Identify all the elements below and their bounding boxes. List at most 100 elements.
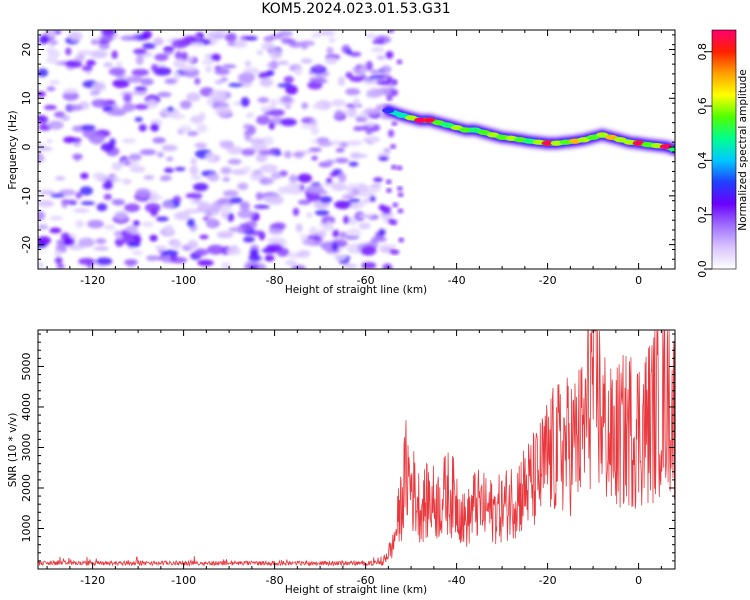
noise-blob bbox=[179, 65, 197, 71]
noise-blob bbox=[388, 84, 397, 89]
noise-blob bbox=[317, 30, 336, 36]
noise-blob bbox=[78, 237, 95, 248]
noise-blob bbox=[268, 121, 275, 130]
noise-blob bbox=[330, 100, 347, 107]
noise-blob bbox=[244, 131, 252, 142]
noise-blob bbox=[325, 221, 333, 230]
noise-blob bbox=[152, 137, 166, 144]
noise-blob bbox=[311, 155, 318, 161]
noise-blob bbox=[348, 198, 361, 203]
noise-blob bbox=[145, 255, 160, 262]
noise-blob bbox=[245, 35, 258, 41]
noise-blob bbox=[185, 92, 201, 102]
noise-blob bbox=[357, 213, 374, 219]
noise-blob bbox=[382, 263, 393, 269]
noise-blob bbox=[128, 153, 142, 161]
noise-blob bbox=[361, 261, 377, 269]
noise-blob bbox=[372, 39, 385, 45]
noise-blob bbox=[207, 244, 225, 255]
noise-blob bbox=[255, 153, 268, 163]
noise-blob bbox=[281, 95, 293, 103]
spectrogram-x-tick-label: -40 bbox=[448, 274, 466, 287]
noise-blob bbox=[170, 113, 186, 120]
noise-blob bbox=[346, 228, 362, 238]
noise-blob bbox=[334, 200, 352, 210]
noise-blob bbox=[334, 157, 349, 164]
noise-blob bbox=[259, 177, 274, 185]
noise-blob bbox=[220, 77, 228, 82]
noise-blob bbox=[220, 203, 232, 214]
noise-blob bbox=[44, 105, 57, 110]
signal-point bbox=[550, 140, 563, 146]
noise-blob bbox=[131, 249, 143, 256]
noise-blob bbox=[135, 55, 144, 66]
noise-blob bbox=[139, 149, 157, 156]
noise-blob bbox=[48, 40, 59, 45]
noise-blob bbox=[187, 239, 199, 250]
noise-blob bbox=[360, 63, 368, 74]
spectrogram-x-tick-label: -20 bbox=[539, 274, 557, 287]
noise-blob bbox=[294, 67, 303, 76]
signal-point bbox=[605, 134, 618, 140]
signal-point bbox=[496, 134, 509, 140]
noise-blob bbox=[358, 222, 371, 230]
noise-blob bbox=[38, 199, 55, 208]
noise-blob bbox=[60, 115, 70, 121]
noise-blob bbox=[193, 182, 209, 192]
noise-blob bbox=[325, 159, 335, 165]
noise-blob bbox=[54, 249, 62, 257]
noise-blob bbox=[391, 220, 398, 226]
noise-blob bbox=[104, 224, 116, 231]
noise-blob bbox=[56, 263, 65, 269]
noise-blob bbox=[355, 117, 368, 123]
signal-point bbox=[641, 142, 654, 148]
noise-blob bbox=[153, 37, 164, 46]
noise-blob bbox=[271, 171, 282, 180]
noise-blob bbox=[256, 97, 270, 103]
noise-blob bbox=[309, 226, 318, 236]
noise-blob bbox=[91, 98, 109, 108]
colorbar-tick-label: 0.6 bbox=[696, 97, 709, 115]
spectrogram-x-tick-label: -120 bbox=[80, 274, 105, 287]
noise-blob bbox=[124, 203, 140, 213]
signal-track bbox=[380, 102, 675, 158]
noise-blob bbox=[207, 173, 220, 182]
noise-blob bbox=[329, 172, 338, 177]
noise-blob bbox=[234, 38, 248, 49]
noise-blob bbox=[227, 212, 235, 222]
colorbar-tick-label: 0.8 bbox=[696, 43, 709, 61]
noise-blob bbox=[363, 108, 380, 116]
noise-blob bbox=[259, 77, 273, 88]
noise-blob bbox=[353, 98, 360, 108]
noise-blob bbox=[103, 62, 113, 68]
noise-blob bbox=[308, 147, 322, 153]
noise-blob bbox=[111, 198, 125, 206]
noise-blob bbox=[239, 201, 251, 211]
noise-blob bbox=[50, 193, 65, 198]
spectrogram-frame bbox=[37, 29, 676, 270]
noise-blob bbox=[63, 88, 78, 94]
spectrogram-y-axis-label: Frequency (Hz) bbox=[7, 110, 19, 189]
noise-blob bbox=[38, 262, 45, 268]
noise-blob bbox=[283, 150, 292, 159]
colorbar-label: Normalized spectral amplitude bbox=[737, 69, 749, 230]
noise-blob bbox=[396, 59, 403, 65]
noise-blob bbox=[123, 161, 131, 166]
noise-blob bbox=[179, 125, 192, 133]
noise-blob bbox=[160, 175, 172, 181]
noise-blob bbox=[154, 245, 168, 250]
noise-blob bbox=[206, 31, 224, 38]
noise-blob bbox=[280, 118, 297, 127]
snr-x-tick-label: -100 bbox=[171, 574, 196, 587]
noise-blob bbox=[174, 166, 186, 172]
noise-blob bbox=[356, 184, 369, 193]
noise-blob bbox=[154, 53, 169, 62]
noise-blob bbox=[306, 192, 322, 202]
noise-blob bbox=[381, 65, 392, 74]
noise-blob bbox=[249, 265, 259, 269]
noise-blob bbox=[310, 119, 318, 127]
noise-blob bbox=[237, 182, 249, 191]
spectrogram-y-tick-label: -10 bbox=[20, 187, 33, 205]
noise-blobs bbox=[38, 30, 400, 269]
snr-series-line bbox=[38, 330, 675, 567]
